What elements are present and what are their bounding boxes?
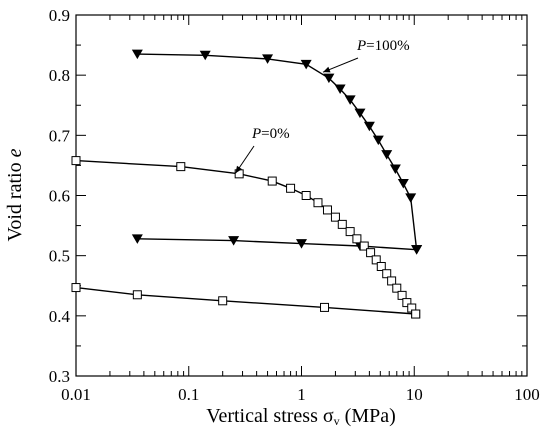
square-marker (411, 309, 421, 319)
plot-frame (75, 14, 528, 377)
square-marker (322, 205, 332, 215)
triangle-marker (296, 239, 307, 249)
triangle-marker (389, 164, 401, 175)
x-tick-label: 1 (297, 385, 306, 404)
x-tick-labels: 0.01 0.1 1 10 100 (61, 385, 540, 404)
triangle-marker (397, 178, 409, 189)
series-0-unloading-line (137, 238, 417, 251)
square-marker (402, 298, 412, 308)
triangle-marker (131, 49, 143, 60)
square-marker (267, 176, 277, 186)
triangle-marker (131, 234, 143, 244)
x-axis-title: Vertical stress σv (MPa) (206, 405, 396, 428)
square-marker (286, 183, 296, 193)
triangle-marker (334, 84, 346, 95)
square-marker (382, 269, 392, 279)
annotation-label: P=100% (356, 38, 410, 54)
square-marker (352, 234, 362, 244)
square-marker (313, 198, 323, 208)
triangle-marker (300, 59, 312, 70)
triangle-marker (372, 135, 384, 146)
square-marker (345, 227, 355, 237)
x-tick-label: 100 (514, 385, 540, 404)
square-marker (376, 261, 386, 271)
square-marker (366, 248, 376, 258)
x-tick-label: 0.01 (61, 385, 91, 404)
triangle-marker (199, 50, 211, 61)
square-marker (301, 191, 311, 200)
square-marker (330, 212, 340, 222)
square-marker (71, 156, 81, 166)
square-marker (320, 302, 330, 312)
square-marker (132, 290, 142, 300)
y-axis-title: Void ratio e (4, 148, 26, 241)
series-1-loading-line (75, 159, 417, 315)
annotation-arrowhead (235, 165, 242, 174)
square-marker (337, 219, 347, 229)
axis-ticks (75, 14, 528, 377)
annotation-arrowhead (322, 66, 331, 73)
y-tick-label: 0.6 (49, 187, 70, 206)
annotations: P=100% P=0% (235, 38, 410, 174)
series-0-loading-line (137, 53, 418, 250)
square-marker (71, 283, 81, 293)
triangle-marker (323, 73, 335, 84)
square-marker (218, 296, 228, 306)
triangle-marker (411, 245, 423, 255)
series-1-unloading-line (75, 286, 416, 315)
y-tick-labels: 0.3 0.4 0.5 0.6 0.7 0.8 0.9 (49, 6, 71, 386)
y-tick-label: 0.8 (49, 66, 70, 85)
triangle-marker (405, 193, 417, 203)
square-marker (176, 162, 186, 172)
triangle-marker (262, 54, 274, 64)
annotation-label: P=0% (251, 126, 290, 142)
square-marker (397, 290, 407, 300)
data-series (71, 49, 423, 319)
triangle-marker (344, 95, 356, 105)
y-tick-label: 0.4 (49, 307, 71, 326)
y-tick-label: 0.5 (49, 247, 70, 266)
triangle-marker (228, 236, 240, 246)
triangle-marker (381, 150, 393, 160)
y-tick-label: 0.7 (49, 126, 71, 145)
x-tick-label: 10 (406, 385, 423, 404)
square-marker (371, 255, 381, 265)
y-tick-label: 0.3 (49, 367, 70, 386)
square-marker (359, 241, 369, 251)
y-tick-label: 0.9 (49, 6, 70, 25)
triangle-marker (363, 121, 375, 132)
x-tick-label: 0.1 (178, 385, 199, 404)
triangle-marker (354, 108, 366, 119)
square-marker (392, 283, 402, 293)
square-marker (387, 276, 397, 286)
